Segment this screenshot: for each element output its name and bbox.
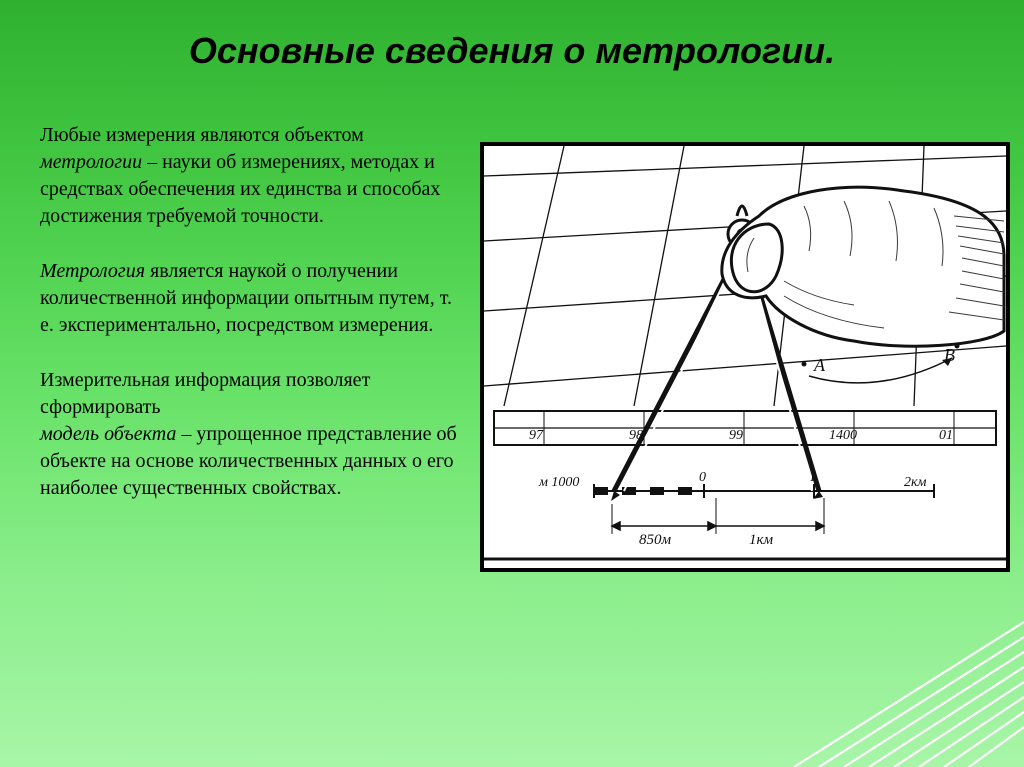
figure-svg: 97 98 99 1400 01 A B bbox=[484, 146, 1006, 568]
svg-text:м 1000: м 1000 bbox=[538, 475, 579, 490]
svg-text:A: A bbox=[813, 355, 826, 375]
arc-arrow-icon bbox=[809, 358, 952, 383]
hand-icon bbox=[722, 187, 1004, 346]
figure-metrology-compass: 97 98 99 1400 01 A B bbox=[480, 142, 1010, 572]
svg-text:97: 97 bbox=[529, 428, 544, 443]
svg-text:1400: 1400 bbox=[829, 428, 857, 443]
slide-title: Основные сведения о метрологии. bbox=[40, 30, 984, 72]
svg-text:2км: 2км bbox=[904, 475, 927, 490]
svg-text:99: 99 bbox=[729, 428, 743, 443]
image-column: 97 98 99 1400 01 A B bbox=[480, 122, 1010, 572]
paragraph-2: Метрология является наукой о получении к… bbox=[40, 258, 460, 339]
p3-text-a: Измерительная информация позволяет сформ… bbox=[40, 369, 370, 418]
p2-term: Метрология bbox=[40, 260, 145, 282]
corner-lines-icon bbox=[764, 607, 1024, 767]
content-row: Любые измерения являются объектом метрол… bbox=[40, 122, 984, 572]
svg-text:0: 0 bbox=[699, 470, 706, 485]
p1-text-a: Любые измерения являются объектом bbox=[40, 124, 364, 146]
p1-term: метрологии bbox=[40, 151, 142, 173]
svg-text:01: 01 bbox=[939, 428, 953, 443]
slide: Основные сведения о метрологии. Любые из… bbox=[0, 0, 1024, 767]
dimension-icon: 850м 1км bbox=[612, 498, 824, 548]
p3-term: модель объекта bbox=[40, 423, 176, 445]
scale-bar-icon: м 1000 0 1 2км bbox=[538, 470, 934, 498]
text-column: Любые измерения являются объектом метрол… bbox=[40, 122, 460, 530]
svg-text:1км: 1км bbox=[749, 532, 774, 548]
svg-text:850м: 850м bbox=[639, 532, 672, 548]
ruler-icon: 97 98 99 1400 01 bbox=[494, 411, 996, 445]
paragraph-1: Любые измерения являются объектом метрол… bbox=[40, 122, 460, 230]
paragraph-3: Измерительная информация позволяет сформ… bbox=[40, 367, 460, 502]
